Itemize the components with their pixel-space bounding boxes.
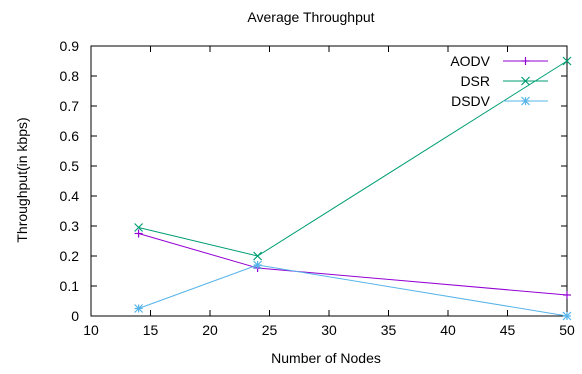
data-point-aodv (563, 291, 571, 299)
legend-label-aodv: AODV (450, 53, 490, 69)
marker-stroke (521, 76, 530, 86)
y-axis-label: Throughput(in kbps) (14, 117, 30, 242)
y-tick-label: 0.8 (60, 68, 80, 84)
legend-label-dsr: DSR (460, 73, 490, 89)
legend-marker-dsdv (521, 96, 530, 106)
data-point-dsdv (134, 304, 144, 313)
marker-stroke (134, 223, 144, 232)
legend-marker-aodv (521, 57, 530, 65)
marker-stroke (134, 304, 144, 313)
chart-title: Average Throughput (247, 9, 374, 25)
y-tick-label: 0.3 (60, 218, 80, 234)
legend: AODV DSR DSDV (450, 53, 548, 109)
data-point-dsr (134, 223, 144, 232)
legend-item-aodv: AODV (450, 53, 548, 69)
series-line-dsdv (138, 264, 568, 317)
x-tick-label: 10 (83, 322, 99, 338)
x-tick-label: 50 (559, 322, 575, 338)
marker-stroke (521, 96, 530, 106)
series-dsr (134, 56, 572, 261)
data-point-dsr (253, 251, 263, 261)
marker-stroke (562, 56, 572, 66)
axes: 10 15 20 25 30 35 40 45 50 0 0.1 0.2 0.3 0.4 0.5 0.6 0.7… (60, 38, 575, 338)
legend-label-dsdv: DSDV (451, 93, 491, 109)
y-tick-label: 0.1 (60, 278, 80, 294)
y-tick-label: 0.5 (60, 158, 80, 174)
marker-stroke (253, 260, 263, 270)
y-tick-label: 0.2 (60, 248, 80, 264)
plot-frame (90, 45, 568, 317)
y-tick-label: 0.6 (60, 128, 80, 144)
x-tick-label: 20 (202, 322, 218, 338)
x-tick-label: 45 (500, 322, 516, 338)
y-tick-label: 0.4 (60, 188, 80, 204)
marker-stroke (253, 251, 263, 261)
x-tick-label: 15 (143, 322, 159, 338)
data-point-dsr (562, 56, 572, 66)
series-line-dsr (138, 60, 568, 257)
series-aodv (134, 229, 571, 299)
legend-item-dsdv: DSDV (451, 93, 548, 109)
series-layer (134, 56, 572, 321)
data-point-aodv (134, 229, 143, 238)
series-dsdv (134, 260, 572, 321)
legend-marker-dsr (521, 76, 530, 86)
data-point-dsdv (562, 311, 572, 321)
x-tick-label: 40 (440, 322, 456, 338)
y-tick-label: 0.7 (60, 98, 80, 114)
legend-item-dsr: DSR (460, 73, 548, 89)
y-tick-label: 0 (71, 308, 79, 324)
data-point-dsdv (253, 260, 263, 270)
x-tick-label: 35 (381, 322, 397, 338)
y-tick-label: 0.9 (60, 38, 80, 54)
x-tick-label: 25 (262, 322, 278, 338)
x-tick-label: 30 (321, 322, 337, 338)
x-axis-label: Number of Nodes (271, 350, 381, 366)
marker-stroke (562, 311, 572, 321)
